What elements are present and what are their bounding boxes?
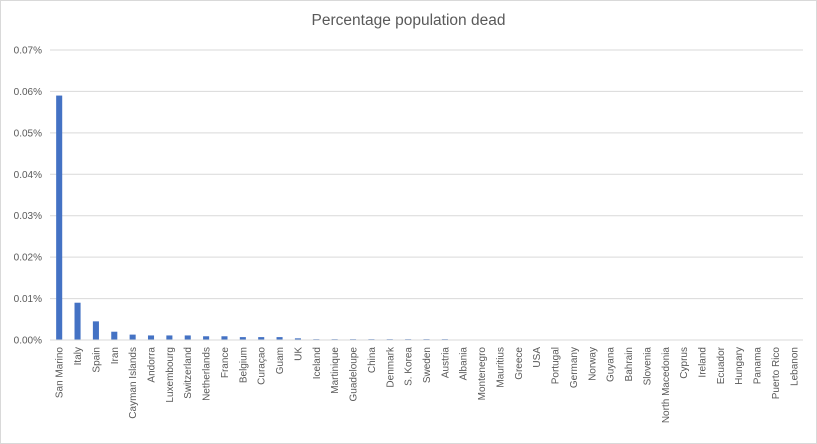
bar <box>258 337 265 340</box>
y-tick-label: 0.04% <box>14 170 42 181</box>
x-tick-label: Denmark <box>385 346 396 388</box>
y-tick-label: 0.00% <box>14 336 42 347</box>
x-tick-label: Lebanon <box>789 347 800 386</box>
x-tick-label: Norway <box>587 347 598 381</box>
x-tick-label: Mauritius <box>495 347 506 388</box>
x-tick-label: China <box>367 347 378 374</box>
y-axis-tick-labels: 0.00% 0.01% 0.02% 0.03% 0.04% 0.05% 0.06% 0.07% <box>14 46 42 347</box>
bar <box>147 335 155 340</box>
x-tick-label: Guyana <box>606 347 617 382</box>
bar <box>92 321 99 340</box>
x-tick-label: USA <box>532 347 543 368</box>
bar <box>184 335 191 340</box>
bars <box>56 95 797 340</box>
bar <box>166 335 173 340</box>
x-tick-label: Netherlands <box>202 347 213 401</box>
bar <box>276 337 283 340</box>
x-tick-label: Luxembourg <box>165 347 176 403</box>
x-tick-label: S. Korea <box>404 347 415 386</box>
x-tick-label: Spain <box>91 347 102 373</box>
x-tick-label: Sweden <box>422 347 433 383</box>
x-tick-label: UK <box>293 347 304 361</box>
bar <box>111 331 118 340</box>
x-tick-label: Slovenia <box>642 347 653 386</box>
x-tick-label: Andorra <box>147 347 158 383</box>
bar <box>203 336 210 340</box>
chart-title: Percentage population dead <box>311 12 506 29</box>
x-tick-label: Italy <box>73 347 84 365</box>
x-tick-label: Bahrain <box>624 347 635 381</box>
x-tick-label: North Macedonia <box>661 347 672 424</box>
x-tick-label: Belgium <box>238 347 249 383</box>
y-tick-label: 0.05% <box>14 128 42 139</box>
x-tick-label: Guadeloupe <box>349 347 360 402</box>
x-tick-label: Greece <box>514 347 525 380</box>
x-tick-label: Germany <box>569 347 580 388</box>
x-tick-label: Ecuador <box>716 346 727 384</box>
gridlines <box>50 49 803 300</box>
x-tick-label: Guam <box>275 347 286 374</box>
y-tick-label: 0.03% <box>14 211 42 222</box>
x-tick-label: Puerto Rico <box>771 347 782 400</box>
x-tick-label: Austria <box>440 347 451 379</box>
y-tick-label: 0.07% <box>14 46 42 57</box>
x-tick-label: Hungary <box>734 347 745 385</box>
x-tick-label: Iceland <box>312 347 323 379</box>
x-tick-label: Iran <box>110 347 121 364</box>
x-tick-label: Switzerland <box>183 347 194 399</box>
y-tick-label: 0.01% <box>14 294 42 305</box>
y-tick-label: 0.02% <box>14 253 42 264</box>
bar <box>239 337 246 340</box>
y-tick-label: 0.06% <box>14 87 42 98</box>
bar <box>294 338 301 340</box>
bar <box>221 336 228 340</box>
x-tick-label: Martinique <box>330 347 341 394</box>
x-tick-label: Montenegro <box>477 347 488 401</box>
bar <box>129 334 136 340</box>
x-tick-label: France <box>220 347 231 379</box>
x-tick-label: Curaçao <box>257 347 268 385</box>
x-tick-label: Cyprus <box>679 347 690 379</box>
bar <box>56 95 63 340</box>
x-tick-label: San Marino <box>55 347 66 399</box>
x-tick-label: Albania <box>459 347 470 381</box>
x-tick-label: Panama <box>753 347 764 385</box>
bar <box>74 302 81 340</box>
x-tick-label: Ireland <box>697 347 708 378</box>
x-axis-tick-labels: San Marino Italy Spain Iran Cayman Islands An… <box>55 346 801 423</box>
x-tick-label: Cayman Islands <box>128 347 139 419</box>
x-tick-label: Portugal <box>551 347 562 384</box>
